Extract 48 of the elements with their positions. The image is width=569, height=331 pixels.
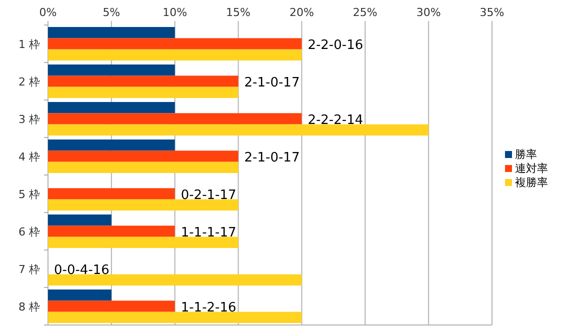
annotation: 2-1-0-17: [244, 150, 300, 166]
annotation: 0-2-1-17: [180, 188, 236, 203]
x-tick-label: 35%: [480, 6, 504, 19]
bar: [48, 86, 238, 98]
bar: [48, 76, 238, 87]
y-tick-label: 4 枠: [18, 150, 40, 164]
bar: [48, 300, 175, 312]
x-tick-label: 25%: [352, 6, 378, 19]
bar: [48, 236, 238, 248]
bar: [48, 124, 429, 136]
x-tick-label: 5%: [102, 6, 120, 19]
annotation: 2-1-0-17: [244, 75, 300, 90]
legend-label: 複勝率: [515, 176, 548, 189]
bar: [48, 290, 112, 301]
y-tick-label: 2 枠: [18, 75, 40, 88]
y-tick-label: 8 枠: [18, 300, 40, 314]
bar: [48, 113, 302, 124]
bar: [48, 274, 302, 286]
bar: [48, 49, 302, 60]
bar: [48, 162, 238, 173]
y-tick-label: 5 枠: [18, 188, 40, 201]
x-tick-label: 15%: [226, 6, 251, 19]
x-tick-label: 30%: [416, 6, 441, 19]
bar: [48, 214, 112, 226]
annotation: 2-2-2-14: [308, 112, 364, 128]
legend-label: 勝率: [515, 148, 537, 161]
y-tick-label: 3 枠: [18, 112, 40, 126]
bar: [48, 312, 302, 323]
bar: [48, 226, 175, 237]
x-tick-label: 10%: [162, 6, 188, 19]
y-tick-label: 1 枠: [18, 38, 40, 51]
bar: [48, 188, 175, 200]
annotation: 2-2-0-16: [308, 38, 364, 53]
x-tick-label: 20%: [289, 6, 314, 19]
annotation: 1-1-2-16: [180, 300, 236, 316]
legend-label: 連対率: [515, 162, 548, 175]
y-tick-label: 7 枠: [18, 262, 40, 276]
bar: [48, 140, 175, 151]
bar: [48, 64, 175, 76]
x-tick-label: 0%: [39, 6, 57, 19]
annotation: 1-1-1-17: [180, 225, 236, 240]
y-tick-label: 6 枠: [18, 225, 40, 238]
bar: [48, 102, 175, 114]
bar: [48, 38, 302, 50]
bar: [48, 150, 238, 162]
annotation: 0-0-4-16: [54, 262, 110, 278]
bar: [48, 199, 238, 210]
bar: [48, 27, 175, 38]
